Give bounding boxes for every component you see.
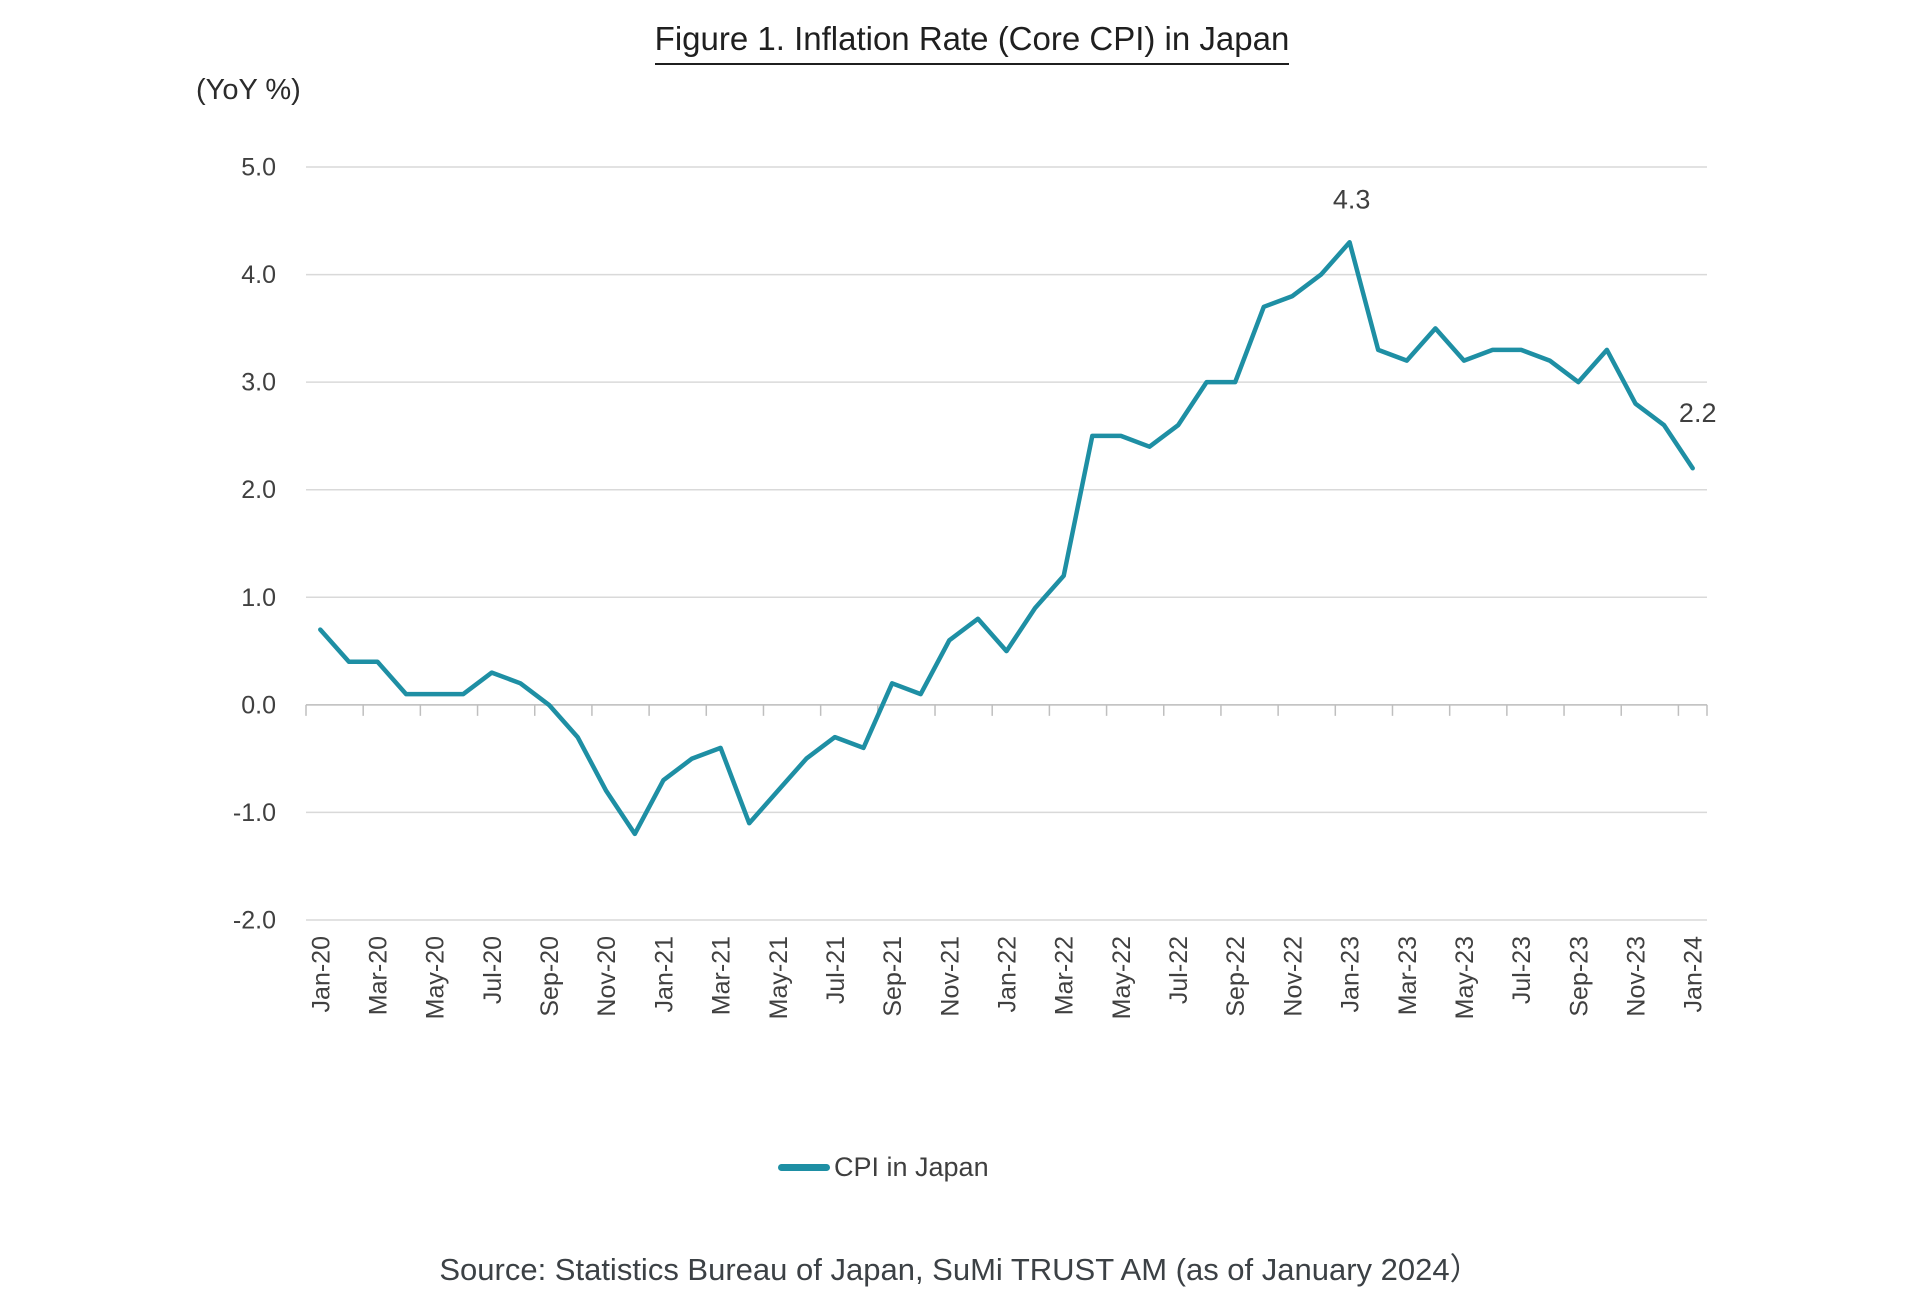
x-tick-label: Sep-20	[536, 936, 564, 1017]
y-tick-label: 3.0	[241, 369, 276, 397]
x-tick-label: Nov-21	[936, 936, 964, 1017]
cpi-series-line	[318, 240, 1695, 837]
y-axis-tick-labels: 5.0 4.0 3.0 2.0 1.0 0.0 -1.0 -2.0	[233, 154, 276, 935]
source-note: Source: Statistics Bureau of Japan, SuMi…	[439, 1252, 1481, 1287]
x-tick-label: Jan-20	[307, 936, 335, 1012]
x-tick-label: May-22	[1108, 936, 1136, 1019]
y-tick-label: 5.0	[241, 154, 276, 182]
x-axis-tick-labels: Jan-20 Mar-20 May-20 Jul-20 Sep-20 Nov-20 Jan-…	[307, 936, 1707, 1019]
y-tick-label: 0.0	[241, 691, 276, 719]
y-axis-unit-label: (YoY %)	[196, 74, 301, 106]
x-tick-label: Nov-20	[593, 936, 621, 1017]
x-tick-label: Jul-23	[1508, 936, 1536, 1004]
annotation-Jan-24: 2.2	[1679, 398, 1717, 428]
x-axis	[305, 704, 1708, 716]
annotation-Jan-23: 4.3	[1333, 184, 1371, 214]
annotations: 4.3 2.2	[1333, 184, 1717, 428]
x-tick-label: Nov-22	[1279, 936, 1307, 1017]
legend: CPI in Japan	[778, 1152, 989, 1183]
y-tick-label: 4.0	[241, 261, 276, 289]
x-tick-label: Sep-21	[879, 936, 907, 1017]
figure-title-row: Figure 1. Inflation Rate (Core CPI) in J…	[24, 20, 1920, 65]
x-tick-label: Mar-21	[708, 936, 736, 1015]
x-tick-label: Sep-22	[1222, 936, 1250, 1017]
y-tick-label: -1.0	[233, 799, 276, 827]
x-tick-label: Mar-22	[1051, 936, 1079, 1015]
x-tick-label: May-23	[1451, 936, 1479, 1019]
x-tick-label: Jan-21	[650, 936, 678, 1012]
legend-label: CPI in Japan	[834, 1152, 989, 1182]
x-tick-label: Nov-23	[1623, 936, 1651, 1017]
x-tick-label: May-21	[765, 936, 793, 1019]
x-tick-label: Sep-23	[1565, 936, 1593, 1017]
x-tick-label: Jan-22	[994, 936, 1022, 1012]
x-tick-label: Jul-21	[822, 936, 850, 1004]
figure-title: Figure 1. Inflation Rate (Core CPI) in J…	[654, 20, 1290, 65]
y-tick-label: 2.0	[241, 476, 276, 504]
x-tick-label: Jul-22	[1165, 936, 1193, 1004]
gridlines	[306, 166, 1707, 921]
x-tick-label: May-20	[422, 936, 450, 1019]
x-tick-label: Mar-20	[364, 936, 392, 1015]
x-tick-label: Jan-24	[1680, 936, 1708, 1013]
x-tick-label: Jul-20	[479, 936, 507, 1004]
legend-line-swatch	[778, 1164, 830, 1171]
x-tick-label: Mar-23	[1394, 936, 1422, 1015]
y-tick-label: -2.0	[233, 907, 276, 935]
x-tick-label: Jan-23	[1337, 936, 1365, 1012]
y-tick-label: 1.0	[241, 584, 276, 612]
